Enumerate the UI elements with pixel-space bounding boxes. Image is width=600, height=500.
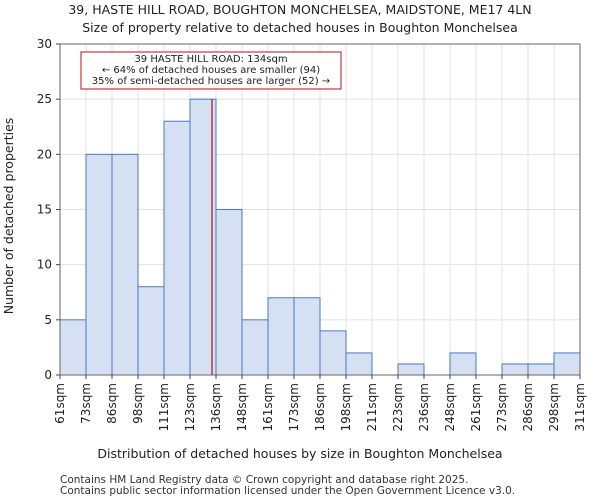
chart-subtitle: Size of property relative to detached ho… [82,20,518,35]
x-tick-label: 123sqm [183,383,197,431]
y-tick-label: 5 [44,313,52,327]
x-tick-label: 311sqm [573,383,587,431]
bar-298sqm [553,352,581,376]
x-tick-label: 248sqm [443,383,457,431]
annotation-line-3: 35% of semi-detached houses are larger (… [92,76,330,87]
bar-161sqm [267,297,295,376]
chart-title: 39, HASTE HILL ROAD, BOUGHTON MONCHELSEA… [68,2,531,17]
bar-223sqm [397,363,425,376]
bar-111sqm [163,120,191,376]
bar-98sqm [137,286,165,376]
y-axis-label: Number of detached properties [1,118,16,315]
x-tick-label: 61sqm [53,383,67,424]
x-tick-label: 173sqm [287,383,301,431]
bar-248sqm [449,352,477,376]
x-tick-label: 148sqm [235,383,249,431]
bar-273sqm [501,363,529,376]
annotation-line-1: 39 HASTE HILL ROAD: 134sqm [134,54,287,65]
x-tick-label: 186sqm [313,383,327,431]
x-tick-label: 273sqm [495,383,509,431]
x-tick-label: 111sqm [157,383,171,431]
x-tick-label: 223sqm [391,383,405,431]
x-tick-label: 298sqm [547,383,561,431]
bar-173sqm [293,297,321,376]
x-tick-label: 98sqm [131,383,145,424]
annotation-box: 39 HASTE HILL ROAD: 134sqm ← 64% of deta… [80,51,342,90]
bar-186sqm [319,330,347,376]
bar-286sqm [527,363,555,376]
x-tick-label: 211sqm [365,383,379,431]
y-tick-label: 20 [37,147,52,161]
x-axis-label: Distribution of detached houses by size … [97,446,502,461]
y-tick-label: 10 [37,258,52,272]
x-tick-label: 261sqm [469,383,483,431]
x-axis-ticks: 61sqm 73sqm 86sqm 98sqm 111sqm 123sqm 136sqm 14… [53,375,587,431]
bar-148sqm [241,319,269,376]
footer-line-2: Contains public sector information licen… [60,485,515,497]
x-tick-label: 286sqm [521,383,535,431]
bar-61sqm [59,319,87,376]
bars [59,98,581,376]
annotation-line-2: ← 64% of detached houses are smaller (94… [102,65,320,76]
y-tick-label: 30 [37,37,52,51]
footer-line-1: Contains HM Land Registry data © Crown c… [60,474,468,486]
y-tick-label: 0 [44,368,52,382]
x-tick-label: 73sqm [79,383,93,424]
bar-136sqm [215,209,243,376]
x-tick-label: 136sqm [209,383,223,431]
x-tick-label: 236sqm [417,383,431,431]
y-tick-label: 25 [37,92,52,106]
annotation-frame [80,51,342,90]
y-tick-label: 15 [37,203,52,217]
y-axis-ticks: 0 5 10 15 20 25 30 [37,37,60,382]
bar-86sqm [111,153,139,376]
x-tick-label: 161sqm [261,383,275,431]
x-tick-label: 86sqm [105,383,119,424]
bar-198sqm [345,352,373,376]
bar-73sqm [85,153,113,376]
x-tick-label: 198sqm [339,383,353,431]
